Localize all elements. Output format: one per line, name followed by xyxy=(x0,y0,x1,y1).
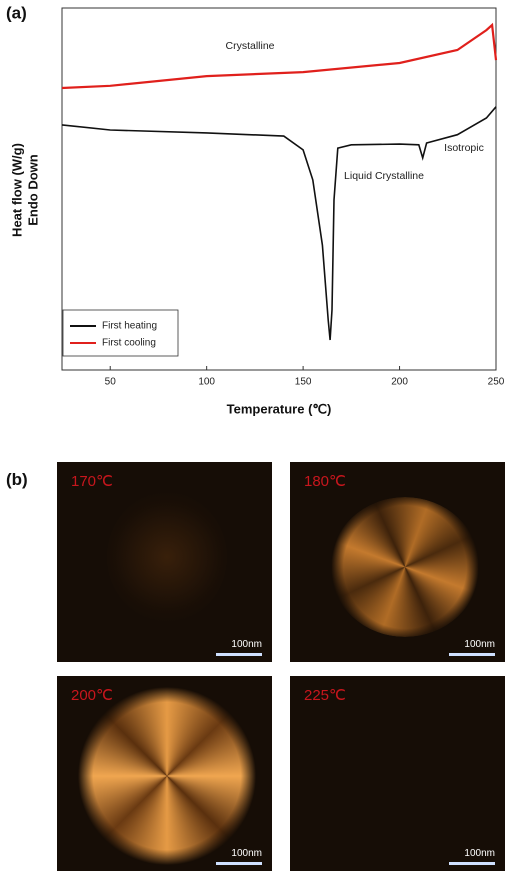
scale-bar-label: 100nm xyxy=(231,848,262,859)
x-tick-label: 250 xyxy=(488,377,505,388)
temperature-label: 225℃ xyxy=(304,687,346,704)
y-axis-label: Endo Down xyxy=(25,154,40,226)
x-tick-label: 50 xyxy=(105,377,117,388)
texture xyxy=(330,497,480,637)
legend-label: First heating xyxy=(102,321,157,332)
scale-bar xyxy=(216,862,262,865)
scale-bar xyxy=(216,653,262,656)
x-tick-label: 100 xyxy=(198,377,215,388)
micrograph: 200℃ 100nm xyxy=(57,676,272,871)
panel-label: (a) xyxy=(6,3,27,22)
temperature-label: 200℃ xyxy=(71,687,113,704)
scale-bar xyxy=(449,862,495,865)
scale-bar-label: 100nm xyxy=(464,848,495,859)
scale-bar xyxy=(449,653,495,656)
annotation: Crystalline xyxy=(225,40,274,52)
chart: (a) Temperature (℃) Heat flow (W/g) Endo… xyxy=(6,3,505,416)
y-axis-label: Heat flow (W/g) xyxy=(9,143,24,237)
x-tick-label: 200 xyxy=(391,377,408,388)
x-axis-label: Temperature (℃) xyxy=(227,401,332,416)
data-line xyxy=(61,106,497,341)
scale-bar-label: 100nm xyxy=(464,639,495,650)
micrograph: 180℃ 100nm xyxy=(290,462,505,662)
texture xyxy=(107,492,227,622)
panel-label: (b) xyxy=(6,470,28,489)
annotation: Isotropic xyxy=(444,142,484,154)
legend-label: First cooling xyxy=(102,338,156,349)
scale-bar-label: 100nm xyxy=(231,639,262,650)
annotation: Liquid Crystalline xyxy=(344,170,424,182)
temperature-label: 170℃ xyxy=(71,473,113,490)
micrograph: 170℃ 100nm xyxy=(57,462,272,662)
x-tick-label: 150 xyxy=(295,377,312,388)
legend-box xyxy=(62,309,179,357)
data-line xyxy=(61,22,498,90)
temperature-label: 180℃ xyxy=(304,473,346,490)
texture xyxy=(77,686,257,866)
micrograph: 225℃ 100nm xyxy=(290,676,505,871)
plot-frame xyxy=(61,7,497,371)
